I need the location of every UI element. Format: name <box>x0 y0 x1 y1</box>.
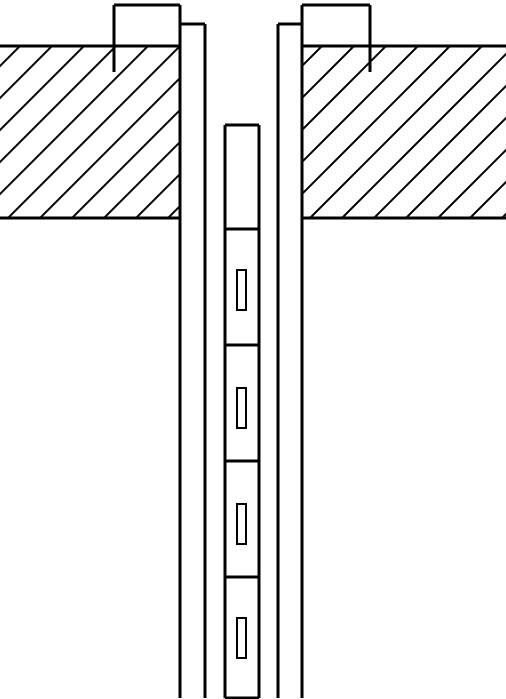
section-diagram <box>0 0 506 699</box>
